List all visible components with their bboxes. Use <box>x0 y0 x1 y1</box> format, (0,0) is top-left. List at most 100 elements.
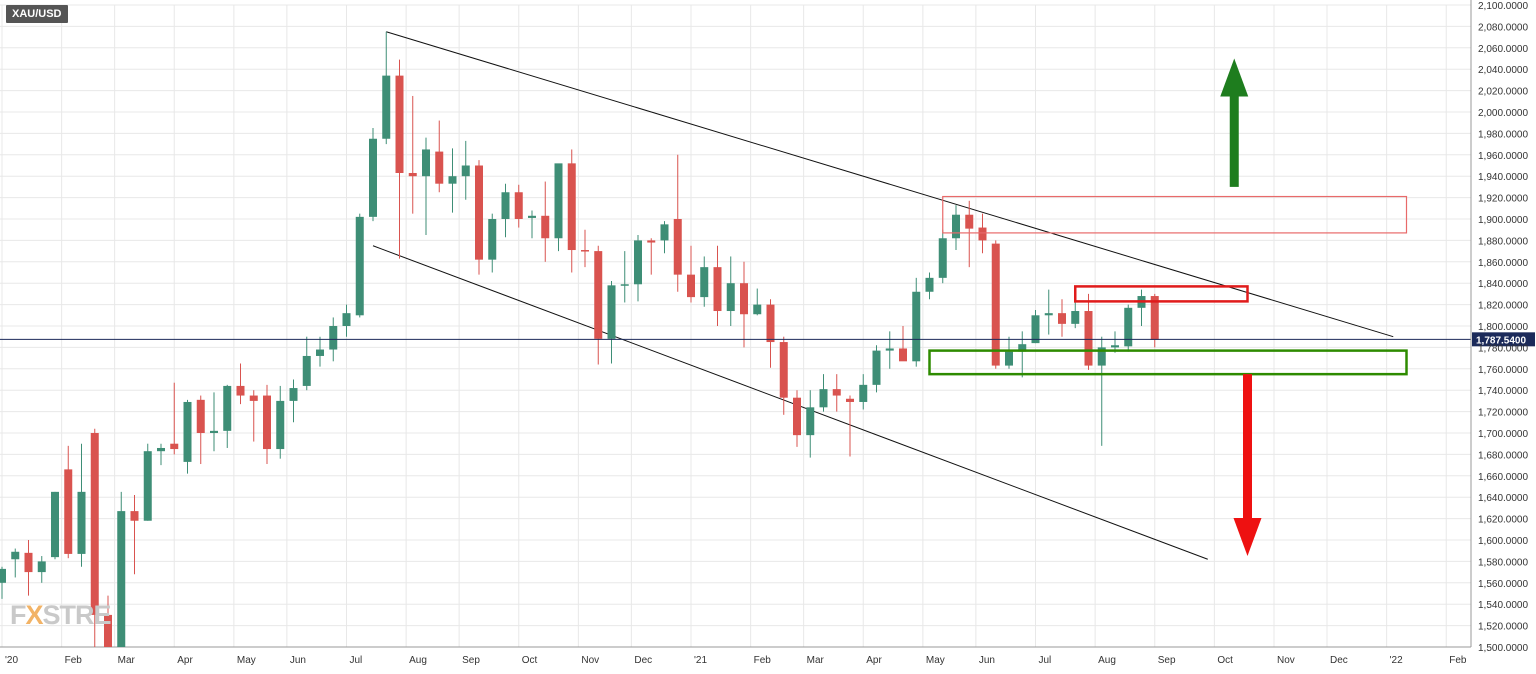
bull-candle <box>620 284 629 286</box>
current-price-badge <box>1472 332 1535 347</box>
y-tick-label: 1,800.0000 <box>1478 322 1528 333</box>
down-arrow-icon <box>1233 374 1262 557</box>
y-tick-label: 1,640.0000 <box>1478 493 1528 504</box>
y-tick-label: 1,620.0000 <box>1478 515 1528 526</box>
y-tick-label: 1,880.0000 <box>1478 236 1528 247</box>
bull-candle <box>925 277 934 292</box>
y-tick-label: 2,020.0000 <box>1478 87 1528 98</box>
bear-candle <box>846 398 854 402</box>
bull-candle <box>448 176 457 184</box>
x-tick-label: Apr <box>866 655 882 666</box>
bear-candle <box>24 552 33 573</box>
bear-candle <box>594 251 603 339</box>
bear-candle <box>899 348 907 362</box>
bear-candle <box>978 227 987 241</box>
y-tick-label: 1,740.0000 <box>1478 386 1528 397</box>
bull-candle <box>488 219 497 260</box>
bull-candle <box>753 304 762 315</box>
bear-candle <box>196 399 205 433</box>
bear-candle <box>475 165 483 260</box>
x-tick-label: May <box>237 655 256 666</box>
lower-channel-line <box>372 245 1208 560</box>
y-tick-label: 1,680.0000 <box>1478 450 1528 461</box>
x-tick-label: Apr <box>177 655 193 666</box>
bull-candle <box>183 401 192 462</box>
bull-candle <box>806 407 815 436</box>
bear-candle <box>249 395 258 401</box>
y-tick-label: 2,000.0000 <box>1478 108 1528 119</box>
bull-candle <box>329 326 338 350</box>
bull-candle <box>1018 344 1027 352</box>
y-tick-label: 1,520.0000 <box>1478 622 1528 633</box>
bull-candle <box>276 400 285 450</box>
y-tick-label: 1,540.0000 <box>1478 600 1528 611</box>
bull-candle <box>1005 351 1013 366</box>
upper-channel-line <box>386 31 1394 338</box>
x-tick-label: Dec <box>1330 655 1348 666</box>
bear-candle <box>687 274 695 298</box>
x-tick-label: Aug <box>1098 655 1116 666</box>
bull-candle <box>369 138 377 217</box>
bull-candle <box>501 192 510 219</box>
x-tick-label: Jun <box>290 655 306 666</box>
y-axis: 2,100.0000 2,080.0000 2,060.0000 2,040.0000… <box>1470 0 1528 654</box>
current-price-line: 1,787.5400 <box>0 332 1535 347</box>
x-tick-label: Oct <box>1217 655 1233 666</box>
down-arrow-shaft <box>1243 374 1252 519</box>
bear-candle <box>673 219 682 275</box>
y-tick-label: 1,860.0000 <box>1478 258 1528 269</box>
bull-candle <box>819 389 828 408</box>
bear-candle <box>567 163 576 251</box>
bear-candle <box>793 397 801 436</box>
bull-candle <box>422 149 430 177</box>
bull-candle <box>223 385 232 431</box>
x-tick-label: Jul <box>350 655 363 666</box>
bull-candle <box>607 285 616 339</box>
watermark-text-b: STRE <box>42 600 112 630</box>
bull-candle <box>316 349 324 356</box>
x-tick-label: Nov <box>1277 655 1295 666</box>
x-tick-label: Feb <box>1449 655 1467 666</box>
bear-candle <box>991 243 1000 366</box>
x-tick-label: Dec <box>634 655 652 666</box>
y-tick-label: 1,920.0000 <box>1478 194 1528 205</box>
watermark-logo: FXSTRE <box>10 600 112 631</box>
bull-candle <box>660 224 669 241</box>
bull-candle <box>11 551 20 560</box>
bear-candle <box>766 304 775 343</box>
y-tick-label: 2,060.0000 <box>1478 44 1528 55</box>
down-arrow-head <box>1233 518 1262 557</box>
bear-candle <box>713 267 722 312</box>
bull-candle <box>726 283 735 312</box>
y-tick-label: 1,580.0000 <box>1478 557 1528 568</box>
y-tick-label: 1,940.0000 <box>1478 172 1528 183</box>
x-tick-label: Feb <box>65 655 83 666</box>
bear-candle <box>779 342 788 398</box>
up-arrow-head <box>1220 58 1249 97</box>
x-tick-label: Jul <box>1039 655 1052 666</box>
bear-candle <box>832 389 841 396</box>
y-tick-label: 1,980.0000 <box>1478 129 1528 140</box>
bull-candle <box>1097 347 1106 366</box>
trendlines <box>372 31 1394 560</box>
zones <box>928 195 1408 376</box>
bull-candle <box>51 491 59 558</box>
y-tick-label: 1,960.0000 <box>1478 151 1528 162</box>
y-tick-label: 1,900.0000 <box>1478 215 1528 226</box>
up-arrow-icon <box>1220 58 1249 187</box>
y-tick-label: 1,700.0000 <box>1478 429 1528 440</box>
bear-candle <box>90 433 99 615</box>
y-tick-label: 1,500.0000 <box>1478 643 1528 654</box>
x-tick-label: Mar <box>807 655 825 666</box>
bear-candle <box>1150 296 1159 340</box>
x-tick-label: '22 <box>1390 655 1403 666</box>
bear-candle <box>541 215 550 239</box>
bear-candle <box>236 385 245 396</box>
symbol-label[interactable]: XAU/USD <box>6 5 68 23</box>
x-tick-label: Sep <box>462 655 480 666</box>
bull-candle <box>143 451 152 521</box>
current-price-label: 1,787.5400 <box>1476 335 1526 346</box>
bull-candle <box>634 240 642 285</box>
